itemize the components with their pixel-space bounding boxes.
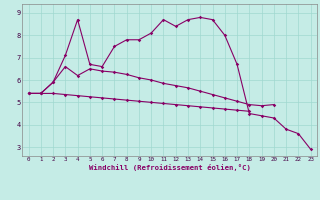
X-axis label: Windchill (Refroidissement éolien,°C): Windchill (Refroidissement éolien,°C) bbox=[89, 164, 251, 171]
